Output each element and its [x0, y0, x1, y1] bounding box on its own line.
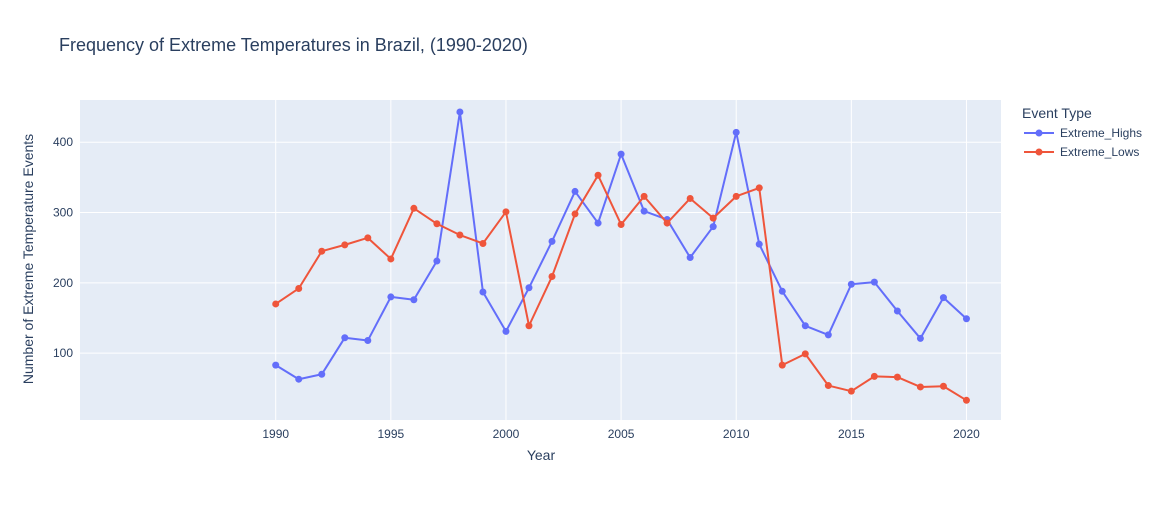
data-point-extreme-highs[interactable] [916, 334, 924, 342]
data-point-extreme-lows[interactable] [571, 210, 579, 218]
data-point-extreme-highs[interactable] [456, 108, 464, 116]
x-tick-labels: 1990 1995 2000 2005 2010 2015 2020 [262, 427, 980, 441]
data-point-extreme-lows[interactable] [870, 372, 878, 380]
data-point-extreme-highs[interactable] [525, 284, 533, 292]
data-point-extreme-highs[interactable] [962, 315, 970, 323]
data-point-extreme-lows[interactable] [847, 387, 855, 395]
x-axis-label: Year [527, 447, 556, 463]
series-extreme-highs[interactable] [272, 108, 970, 383]
data-point-extreme-highs[interactable] [686, 254, 694, 262]
data-point-extreme-highs[interactable] [272, 361, 280, 369]
data-point-extreme-lows[interactable] [709, 214, 717, 222]
y-tick-label: 200 [53, 276, 73, 290]
x-tick-label: 2015 [838, 427, 865, 441]
data-point-extreme-highs[interactable] [801, 322, 809, 330]
data-point-extreme-lows[interactable] [962, 396, 970, 404]
x-tick-label: 2020 [953, 427, 980, 441]
data-point-extreme-lows[interactable] [548, 273, 556, 281]
data-point-extreme-lows[interactable] [318, 247, 326, 255]
data-point-extreme-highs[interactable] [870, 278, 878, 286]
data-point-extreme-highs[interactable] [341, 334, 349, 342]
data-point-extreme-highs[interactable] [502, 327, 510, 335]
legend-label: Extreme_Highs [1060, 126, 1142, 140]
data-point-extreme-highs[interactable] [847, 280, 855, 288]
data-point-extreme-lows[interactable] [525, 322, 533, 330]
data-point-extreme-lows[interactable] [663, 219, 671, 227]
data-point-extreme-highs[interactable] [939, 294, 947, 302]
data-point-extreme-lows[interactable] [410, 204, 418, 212]
data-point-extreme-lows[interactable] [272, 300, 280, 308]
data-point-extreme-lows[interactable] [594, 171, 602, 179]
x-tick-label: 2005 [608, 427, 635, 441]
data-point-extreme-lows[interactable] [433, 220, 441, 228]
x-tick-label: 2010 [723, 427, 750, 441]
x-tick-label: 2000 [493, 427, 520, 441]
legend[interactable]: Event Type Extreme_Highs Extreme_Lows [1022, 105, 1142, 159]
data-point-extreme-lows[interactable] [617, 220, 625, 228]
data-point-extreme-highs[interactable] [433, 257, 441, 265]
data-point-extreme-lows[interactable] [686, 194, 694, 202]
data-point-extreme-highs[interactable] [755, 240, 763, 248]
data-point-extreme-lows[interactable] [778, 361, 786, 369]
legend-swatch-marker [1035, 129, 1043, 137]
y-axis-label: Number of Extreme Temperature Events [20, 134, 36, 384]
data-point-extreme-lows[interactable] [364, 234, 372, 242]
data-point-extreme-lows[interactable] [456, 231, 464, 239]
data-point-extreme-highs[interactable] [617, 150, 625, 158]
data-point-extreme-highs[interactable] [778, 287, 786, 295]
data-point-extreme-highs[interactable] [571, 187, 579, 195]
data-point-extreme-lows[interactable] [295, 284, 303, 292]
data-point-extreme-highs[interactable] [893, 307, 901, 315]
data-point-extreme-lows[interactable] [824, 382, 832, 390]
data-point-extreme-lows[interactable] [755, 184, 763, 192]
x-tick-label: 1995 [377, 427, 404, 441]
series-extreme-lows[interactable] [272, 171, 970, 404]
y-tick-labels: 100 200 300 400 [53, 135, 73, 360]
legend-title: Event Type [1022, 105, 1092, 121]
data-point-extreme-lows[interactable] [732, 192, 740, 200]
data-point-extreme-highs[interactable] [709, 223, 717, 231]
data-point-extreme-highs[interactable] [548, 237, 556, 245]
data-point-extreme-lows[interactable] [479, 239, 487, 247]
data-point-extreme-lows[interactable] [893, 373, 901, 381]
data-point-extreme-lows[interactable] [640, 192, 648, 200]
y-gridlines [80, 141, 1001, 354]
y-tick-label: 300 [53, 206, 73, 220]
data-point-extreme-lows[interactable] [502, 208, 510, 216]
legend-label: Extreme_Lows [1060, 145, 1139, 159]
data-point-extreme-lows[interactable] [341, 241, 349, 249]
legend-item-extreme-lows[interactable]: Extreme_Lows [1024, 145, 1139, 159]
x-tick-label: 1990 [262, 427, 289, 441]
plot-area [80, 100, 1001, 420]
data-point-extreme-highs[interactable] [295, 375, 303, 383]
y-tick-label: 400 [53, 135, 73, 149]
series-layer [272, 108, 970, 404]
data-point-extreme-highs[interactable] [732, 128, 740, 136]
data-point-extreme-highs[interactable] [364, 337, 372, 345]
data-point-extreme-highs[interactable] [594, 219, 602, 227]
data-point-extreme-lows[interactable] [916, 383, 924, 391]
data-point-extreme-highs[interactable] [824, 331, 832, 339]
data-point-extreme-highs[interactable] [410, 296, 418, 304]
legend-item-extreme-highs[interactable]: Extreme_Highs [1024, 126, 1142, 140]
data-point-extreme-lows[interactable] [801, 350, 809, 358]
data-point-extreme-highs[interactable] [387, 293, 395, 301]
data-point-extreme-lows[interactable] [939, 382, 947, 390]
chart-title: Frequency of Extreme Temperatures in Bra… [59, 35, 528, 55]
legend-swatch-marker [1035, 148, 1043, 156]
data-point-extreme-highs[interactable] [318, 370, 326, 378]
data-point-extreme-highs[interactable] [479, 288, 487, 296]
legend-items[interactable]: Extreme_Highs Extreme_Lows [1024, 126, 1142, 159]
y-tick-label: 100 [53, 346, 73, 360]
data-point-extreme-highs[interactable] [640, 207, 648, 215]
data-point-extreme-lows[interactable] [387, 255, 395, 263]
